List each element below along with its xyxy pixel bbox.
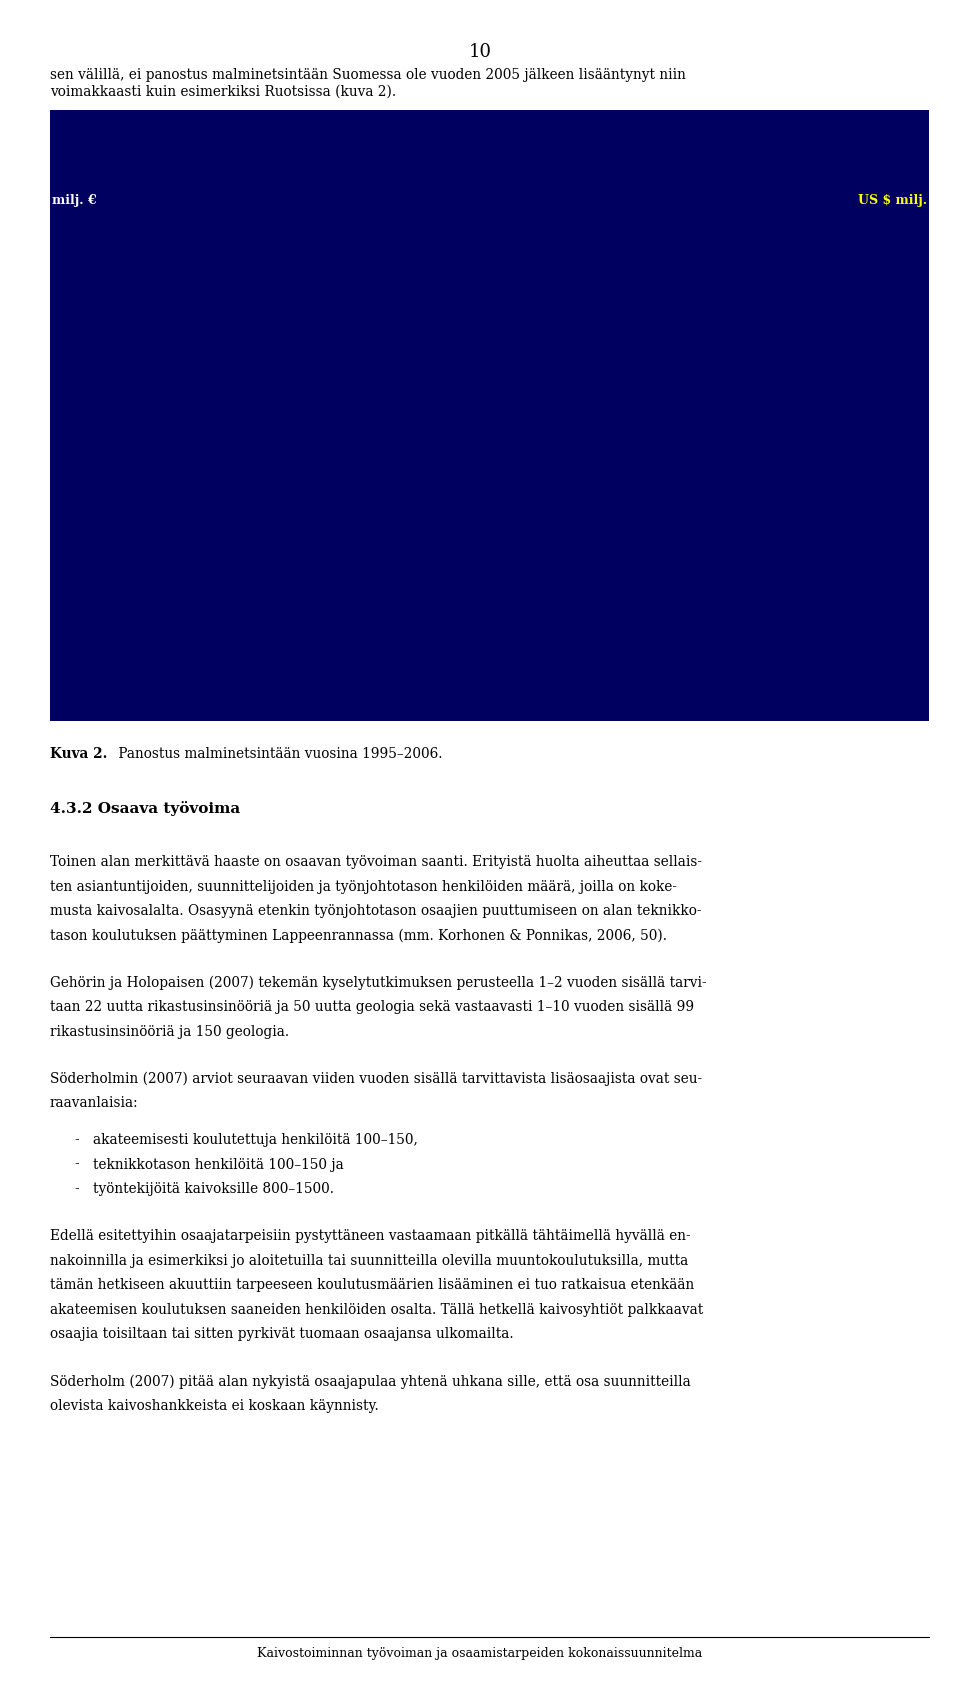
Text: -: - bbox=[74, 1183, 79, 1196]
Text: Toinen alan merkittävä haaste on osaavan työvoiman saanti. Erityistä huolta aihe: Toinen alan merkittävä haaste on osaavan… bbox=[50, 855, 702, 869]
Text: akateemisen koulutuksen saaneiden henkilöiden osalta. Tällä hetkellä kaivosyhtiö: akateemisen koulutuksen saaneiden henkil… bbox=[50, 1303, 703, 1317]
Text: -: - bbox=[74, 1134, 79, 1147]
Text: voimakkaasti kuin esimerkiksi Ruotsissa (kuva 2).: voimakkaasti kuin esimerkiksi Ruotsissa … bbox=[50, 85, 396, 98]
Text: teknikkotason henkilöitä 100–150 ja: teknikkotason henkilöitä 100–150 ja bbox=[93, 1157, 344, 1171]
Text: nakoinnilla ja esimerkiksi jo aloitetuilla tai suunnitteilla olevilla muuntokoul: nakoinnilla ja esimerkiksi jo aloitetuil… bbox=[50, 1254, 688, 1268]
Text: Edellä esitettyihin osaajatarpeisiin pystyttäneen vastaamaan pitkällä tähtäimell: Edellä esitettyihin osaajatarpeisiin pys… bbox=[50, 1229, 690, 1242]
Text: tason koulutuksen päättyminen Lappeenrannassa (mm. Korhonen & Ponnikas, 2006, 50: tason koulutuksen päättyminen Lappeenran… bbox=[50, 928, 667, 944]
Text: Söderholm (2007) pitää alan nykyistä osaajapulaa yhtenä uhkana sille, että osa s: Söderholm (2007) pitää alan nykyistä osa… bbox=[50, 1375, 690, 1388]
Text: -: - bbox=[74, 1157, 79, 1171]
Text: milj. €: milj. € bbox=[52, 193, 97, 207]
Text: ten asiantuntijoiden, suunnittelijoiden ja työnjohtotason henkilöiden määrä, joi: ten asiantuntijoiden, suunnittelijoiden … bbox=[50, 879, 677, 894]
Text: akateemisesti koulutettuja henkilöitä 100–150,: akateemisesti koulutettuja henkilöitä 10… bbox=[93, 1134, 418, 1147]
Text: US $ milj.: US $ milj. bbox=[858, 193, 927, 207]
Legend: Kansainvälisesti, Ruotsi, Suomi: Kansainvälisesti, Ruotsi, Suomi bbox=[278, 131, 701, 158]
Text: Malminetsinnästä Suomessa vastaavat kansainväliset yhtiöt sekä GTK: Malminetsinnästä Suomessa vastaavat kans… bbox=[267, 647, 712, 660]
Text: työntekijöitä kaivoksille 800–1500.: työntekijöitä kaivoksille 800–1500. bbox=[93, 1183, 334, 1196]
Text: raavanlaisia:: raavanlaisia: bbox=[50, 1096, 138, 1110]
Text: rikastusinsinööriä ja 150 geologia.: rikastusinsinööriä ja 150 geologia. bbox=[50, 1025, 289, 1039]
FancyBboxPatch shape bbox=[684, 691, 929, 721]
Text: Kaivostoiminnan työvoiman ja osaamistarpeiden kokonaissuunnitelma: Kaivostoiminnan työvoiman ja osaamistarp… bbox=[257, 1646, 703, 1660]
Text: Gehörin ja Holopaisen (2007) tekemän kyselytutkimuksen perusteella 1–2 vuoden si: Gehörin ja Holopaisen (2007) tekemän kys… bbox=[50, 976, 707, 989]
Text: taan 22 uutta rikastusinsinööriä ja 50 uutta geologia sekä vastaavasti 1–10 vuod: taan 22 uutta rikastusinsinööriä ja 50 u… bbox=[50, 1000, 694, 1015]
Text: olevista kaivoshankkeista ei koskaan käynnisty.: olevista kaivoshankkeista ei koskaan käy… bbox=[50, 1398, 378, 1412]
Text: 10: 10 bbox=[468, 44, 492, 61]
Text: Kuva 2.: Kuva 2. bbox=[50, 747, 108, 760]
Text: tämän hetkiseen akuuttiin tarpeeseen koulutusmäärien lisääminen ei tuo ratkaisua: tämän hetkiseen akuuttiin tarpeeseen kou… bbox=[50, 1278, 694, 1291]
Text: Söderholmin (2007) arviot seuraavan viiden vuoden sisällä tarvittavista lisäosaa: Söderholmin (2007) arviot seuraavan viid… bbox=[50, 1071, 702, 1086]
Text: 4.3.2 Osaava työvoima: 4.3.2 Osaava työvoima bbox=[50, 801, 240, 816]
Text: osaajia toisiltaan tai sitten pyrkivät tuomaan osaajansa ulkomailta.: osaajia toisiltaan tai sitten pyrkivät t… bbox=[50, 1327, 514, 1341]
Text: sen välillä, ei panostus malminetsintään Suomessa ole vuoden 2005 jälkeen lisään: sen välillä, ei panostus malminetsintään… bbox=[50, 68, 685, 81]
Text: Panostus malminetsintään vuosina 1995–2006.: Panostus malminetsintään vuosina 1995–20… bbox=[114, 747, 443, 760]
Text: musta kaivosalalta. Osasyynä etenkin työnjohtotason osaajien puuttumiseen on ala: musta kaivosalalta. Osasyynä etenkin työ… bbox=[50, 905, 702, 918]
